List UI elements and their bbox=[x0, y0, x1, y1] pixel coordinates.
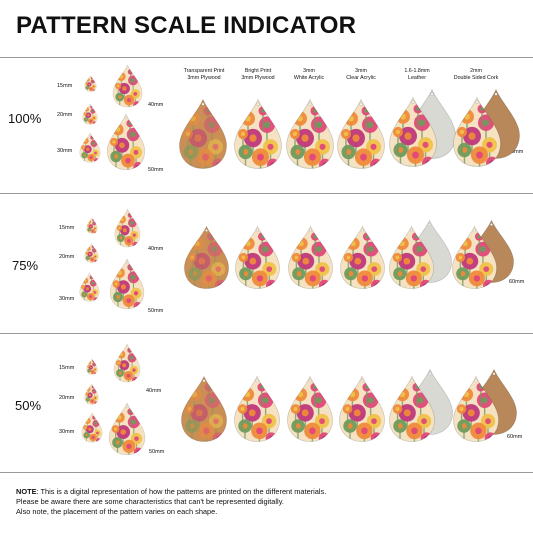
teardrop-white-acrylic bbox=[288, 225, 333, 289]
note-label: NOTE bbox=[16, 487, 37, 496]
scale-label-50: 50% bbox=[15, 398, 42, 413]
divider bbox=[0, 472, 533, 473]
teardrop-swatch-50mm bbox=[109, 258, 145, 310]
teardrop-white-acrylic bbox=[286, 98, 334, 169]
size-label-40mm: 40mm bbox=[146, 388, 162, 394]
teardrop-bright-plywood bbox=[234, 375, 280, 442]
teardrop-swatch-40mm bbox=[113, 343, 141, 383]
material-label-leather: 1.6-1.8mm Leather bbox=[404, 68, 430, 81]
teardrop-transparent-plywood bbox=[179, 98, 227, 169]
material-label-cork: 2mm Double Sided Cork bbox=[453, 68, 499, 81]
divider bbox=[0, 57, 533, 58]
teardrop-swatch-50mm bbox=[106, 113, 146, 171]
teardrop-swatch-40mm bbox=[112, 64, 143, 108]
teardrop-swatch-30mm bbox=[81, 412, 103, 443]
size-label-50mm: 50mm bbox=[148, 167, 164, 173]
size-label-40mm: 40mm bbox=[148, 246, 164, 252]
scale-band-50: 50% 15mm 20mm 30mm 40mm 50mm 60mm bbox=[0, 333, 533, 472]
teardrop-clear-acrylic bbox=[340, 225, 385, 289]
divider bbox=[0, 193, 533, 194]
teardrop-clear-acrylic bbox=[339, 375, 385, 442]
size-label-20mm: 20mm bbox=[59, 395, 75, 401]
size-label-30mm: 30mm bbox=[59, 296, 75, 302]
teardrop-transparent-plywood bbox=[184, 225, 229, 289]
size-label-40mm: 40mm bbox=[148, 102, 164, 108]
material-label-white-acrylic: 3mm White Acrylic bbox=[293, 68, 325, 81]
teardrop-swatch-20mm bbox=[82, 103, 98, 125]
teardrop-leather bbox=[389, 96, 437, 167]
note-line-1: : This is a digital representation of ho… bbox=[36, 487, 327, 496]
size-label-20mm: 20mm bbox=[59, 254, 75, 260]
footer-note: NOTE: This is a digital representation o… bbox=[16, 487, 516, 517]
teardrop-swatch-30mm bbox=[79, 272, 100, 302]
size-label-15mm: 15mm bbox=[57, 83, 73, 89]
teardrop-swatch-40mm bbox=[114, 208, 141, 248]
teardrop-white-acrylic bbox=[287, 375, 333, 442]
material-label-transparent-plywood: Transparent Print 3mm Plywood bbox=[183, 68, 225, 81]
material-label-clear-acrylic: 3mm Clear Acrylic bbox=[346, 68, 376, 81]
scale-band-75: 75% 15mm 20mm 30mm 40mm 50mm 60mm bbox=[0, 193, 533, 333]
size-label-50mm: 50mm bbox=[149, 449, 165, 455]
teardrop-cork bbox=[453, 375, 499, 442]
teardrop-swatch-50mm bbox=[108, 402, 146, 456]
size-label-30mm: 30mm bbox=[57, 148, 73, 154]
size-label-60mm: 60mm bbox=[508, 149, 524, 155]
teardrop-swatch-15mm bbox=[86, 217, 98, 234]
size-label-60mm: 60mm bbox=[509, 279, 525, 285]
size-label-15mm: 15mm bbox=[59, 365, 75, 371]
teardrop-swatch-30mm bbox=[79, 132, 101, 163]
teardrop-swatch-15mm bbox=[84, 75, 97, 92]
size-label-15mm: 15mm bbox=[59, 225, 75, 231]
page-title: PATTERN SCALE INDICATOR bbox=[16, 12, 357, 39]
teardrop-cork bbox=[453, 96, 501, 167]
size-label-60mm: 60mm bbox=[507, 434, 523, 440]
note-line-2: Please be aware there are some character… bbox=[16, 497, 284, 506]
size-label-50mm: 50mm bbox=[148, 308, 164, 314]
divider bbox=[0, 333, 533, 334]
teardrop-clear-acrylic bbox=[337, 98, 385, 169]
teardrop-leather bbox=[389, 225, 434, 289]
teardrop-swatch-15mm bbox=[86, 358, 98, 375]
teardrop-leather bbox=[389, 375, 435, 442]
material-label-bright-plywood: Bright Print 3mm Plywood bbox=[241, 68, 275, 81]
scale-label-100: 100% bbox=[8, 111, 42, 126]
teardrop-swatch-20mm bbox=[84, 243, 99, 263]
teardrop-bright-plywood bbox=[235, 225, 280, 289]
scale-label-75: 75% bbox=[12, 258, 39, 273]
note-line-3: Also note, the placement of the pattern … bbox=[16, 507, 218, 516]
teardrop-cork bbox=[452, 225, 497, 289]
size-label-30mm: 30mm bbox=[59, 429, 75, 435]
teardrop-swatch-20mm bbox=[84, 383, 99, 405]
teardrop-transparent-plywood bbox=[181, 375, 227, 442]
teardrop-bright-plywood bbox=[234, 98, 282, 169]
scale-band-100: 100% 15mm 20mm 30mm 40mm 50mm 60mm bbox=[0, 57, 533, 193]
size-label-20mm: 20mm bbox=[57, 112, 73, 118]
